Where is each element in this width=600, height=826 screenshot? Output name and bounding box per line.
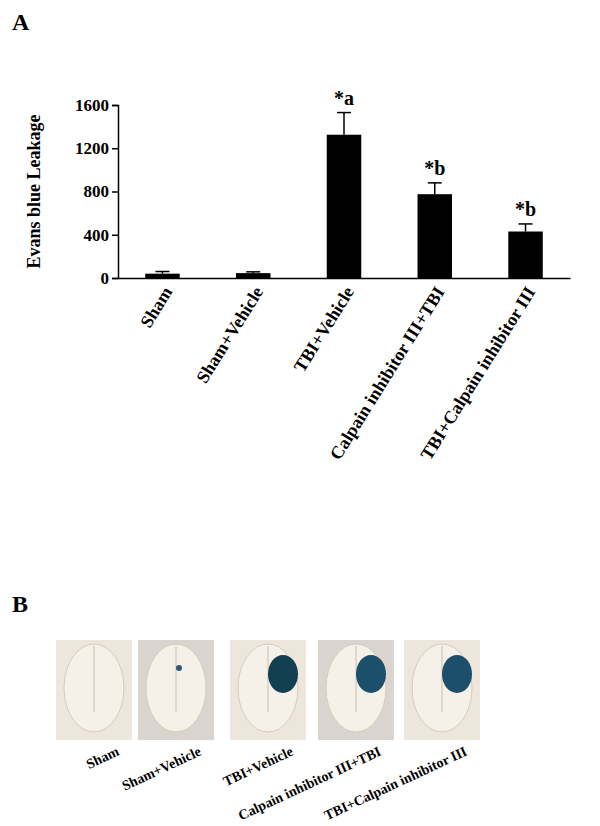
- brain-photo: [404, 640, 480, 740]
- y-axis: 0 400 800 1200 1600: [75, 96, 119, 288]
- x-tick-label: Sham: [136, 283, 176, 331]
- y-axis-line: [112, 106, 119, 279]
- panel-label: A: [12, 9, 30, 35]
- y-tick-mark: [112, 191, 118, 193]
- y-tick-mark: [112, 148, 118, 150]
- brain-photo: [230, 640, 306, 740]
- midline: [94, 646, 95, 712]
- photo-label: Calpain inhibitor III+TBI: [236, 744, 383, 823]
- photo-background: [138, 640, 214, 740]
- photo-background: [318, 640, 394, 740]
- error-bar: [337, 113, 351, 135]
- dye-lesion: [356, 655, 386, 693]
- error-whisker: [434, 183, 436, 194]
- photo-label: TBI+Vehicle: [221, 744, 295, 789]
- photo-background: [404, 640, 480, 740]
- bar: [508, 232, 542, 278]
- photo-label: TBI+Calpain inhibitor III: [322, 744, 469, 823]
- photo-background: [230, 640, 306, 740]
- x-axis: ShamSham+VehicleTBI+VehicleCalpain inhib…: [119, 279, 571, 464]
- error-cap: [246, 271, 260, 273]
- midline: [356, 646, 357, 712]
- y-tick-mark: [112, 235, 118, 237]
- bar: [236, 273, 270, 278]
- y-tick-label: 1600: [75, 96, 109, 115]
- x-tick-label: TBI+Vehicle: [290, 283, 358, 376]
- y-tick: 0: [101, 269, 119, 288]
- annotation: *a: [334, 87, 354, 109]
- error-bar: [519, 224, 533, 232]
- dye-lesion: [442, 655, 472, 693]
- photo-background: [56, 640, 132, 740]
- error-bar: [155, 272, 169, 274]
- dye-spot: [176, 665, 182, 671]
- x-tick: TBI+Calpain inhibitor III: [417, 283, 540, 463]
- error-bar: [428, 183, 442, 194]
- bar: [418, 194, 452, 278]
- x-tick-label: Sham+Vehicle: [192, 283, 267, 387]
- midline: [176, 646, 177, 712]
- midline: [268, 646, 269, 712]
- plot-area: [145, 113, 543, 278]
- error-bar: [246, 272, 260, 273]
- brain: [238, 644, 298, 732]
- error-cap: [519, 223, 533, 225]
- figure: AB040080012001600Evans blue LeakageShamS…: [0, 0, 600, 826]
- midline: [442, 646, 443, 712]
- y-tick-label: 800: [84, 182, 110, 201]
- y-tick: 400: [84, 226, 119, 245]
- error-whisker: [343, 113, 345, 135]
- brain-photo: [56, 640, 132, 740]
- y-tick: 1600: [75, 96, 118, 115]
- error-whisker: [525, 224, 527, 232]
- y-tick-label: 400: [84, 226, 110, 245]
- dye-lesion: [268, 655, 298, 693]
- annotation: *b: [424, 157, 445, 179]
- brain: [64, 644, 124, 732]
- photo-label: Sham+Vehicle: [120, 744, 204, 794]
- x-tick: Sham+Vehicle: [192, 283, 267, 387]
- x-tick: Sham: [136, 283, 176, 331]
- annotation: *b: [515, 198, 536, 220]
- error-cap: [337, 112, 351, 114]
- y-tick-label: 0: [101, 269, 110, 288]
- bar: [327, 135, 361, 278]
- brain: [412, 644, 472, 732]
- y-tick-mark: [112, 105, 118, 107]
- x-tick: TBI+Vehicle: [290, 283, 358, 376]
- photo-label: Sham: [84, 744, 122, 772]
- brain: [146, 644, 206, 732]
- y-tick-label: 1200: [75, 139, 109, 158]
- bar: [145, 274, 179, 278]
- error-cap: [428, 182, 442, 184]
- y-axis-title: Evans blue Leakage: [24, 114, 44, 268]
- x-tick-label: TBI+Calpain inhibitor III: [417, 283, 540, 463]
- photo-panel: [56, 640, 480, 740]
- brain: [326, 644, 386, 732]
- brain-photo: [138, 640, 214, 740]
- y-tick: 1200: [75, 139, 118, 158]
- panel-label: B: [12, 591, 28, 617]
- y-tick-mark: [112, 278, 118, 280]
- y-tick: 800: [84, 182, 119, 201]
- error-cap: [155, 271, 169, 273]
- brain-photo: [318, 640, 394, 740]
